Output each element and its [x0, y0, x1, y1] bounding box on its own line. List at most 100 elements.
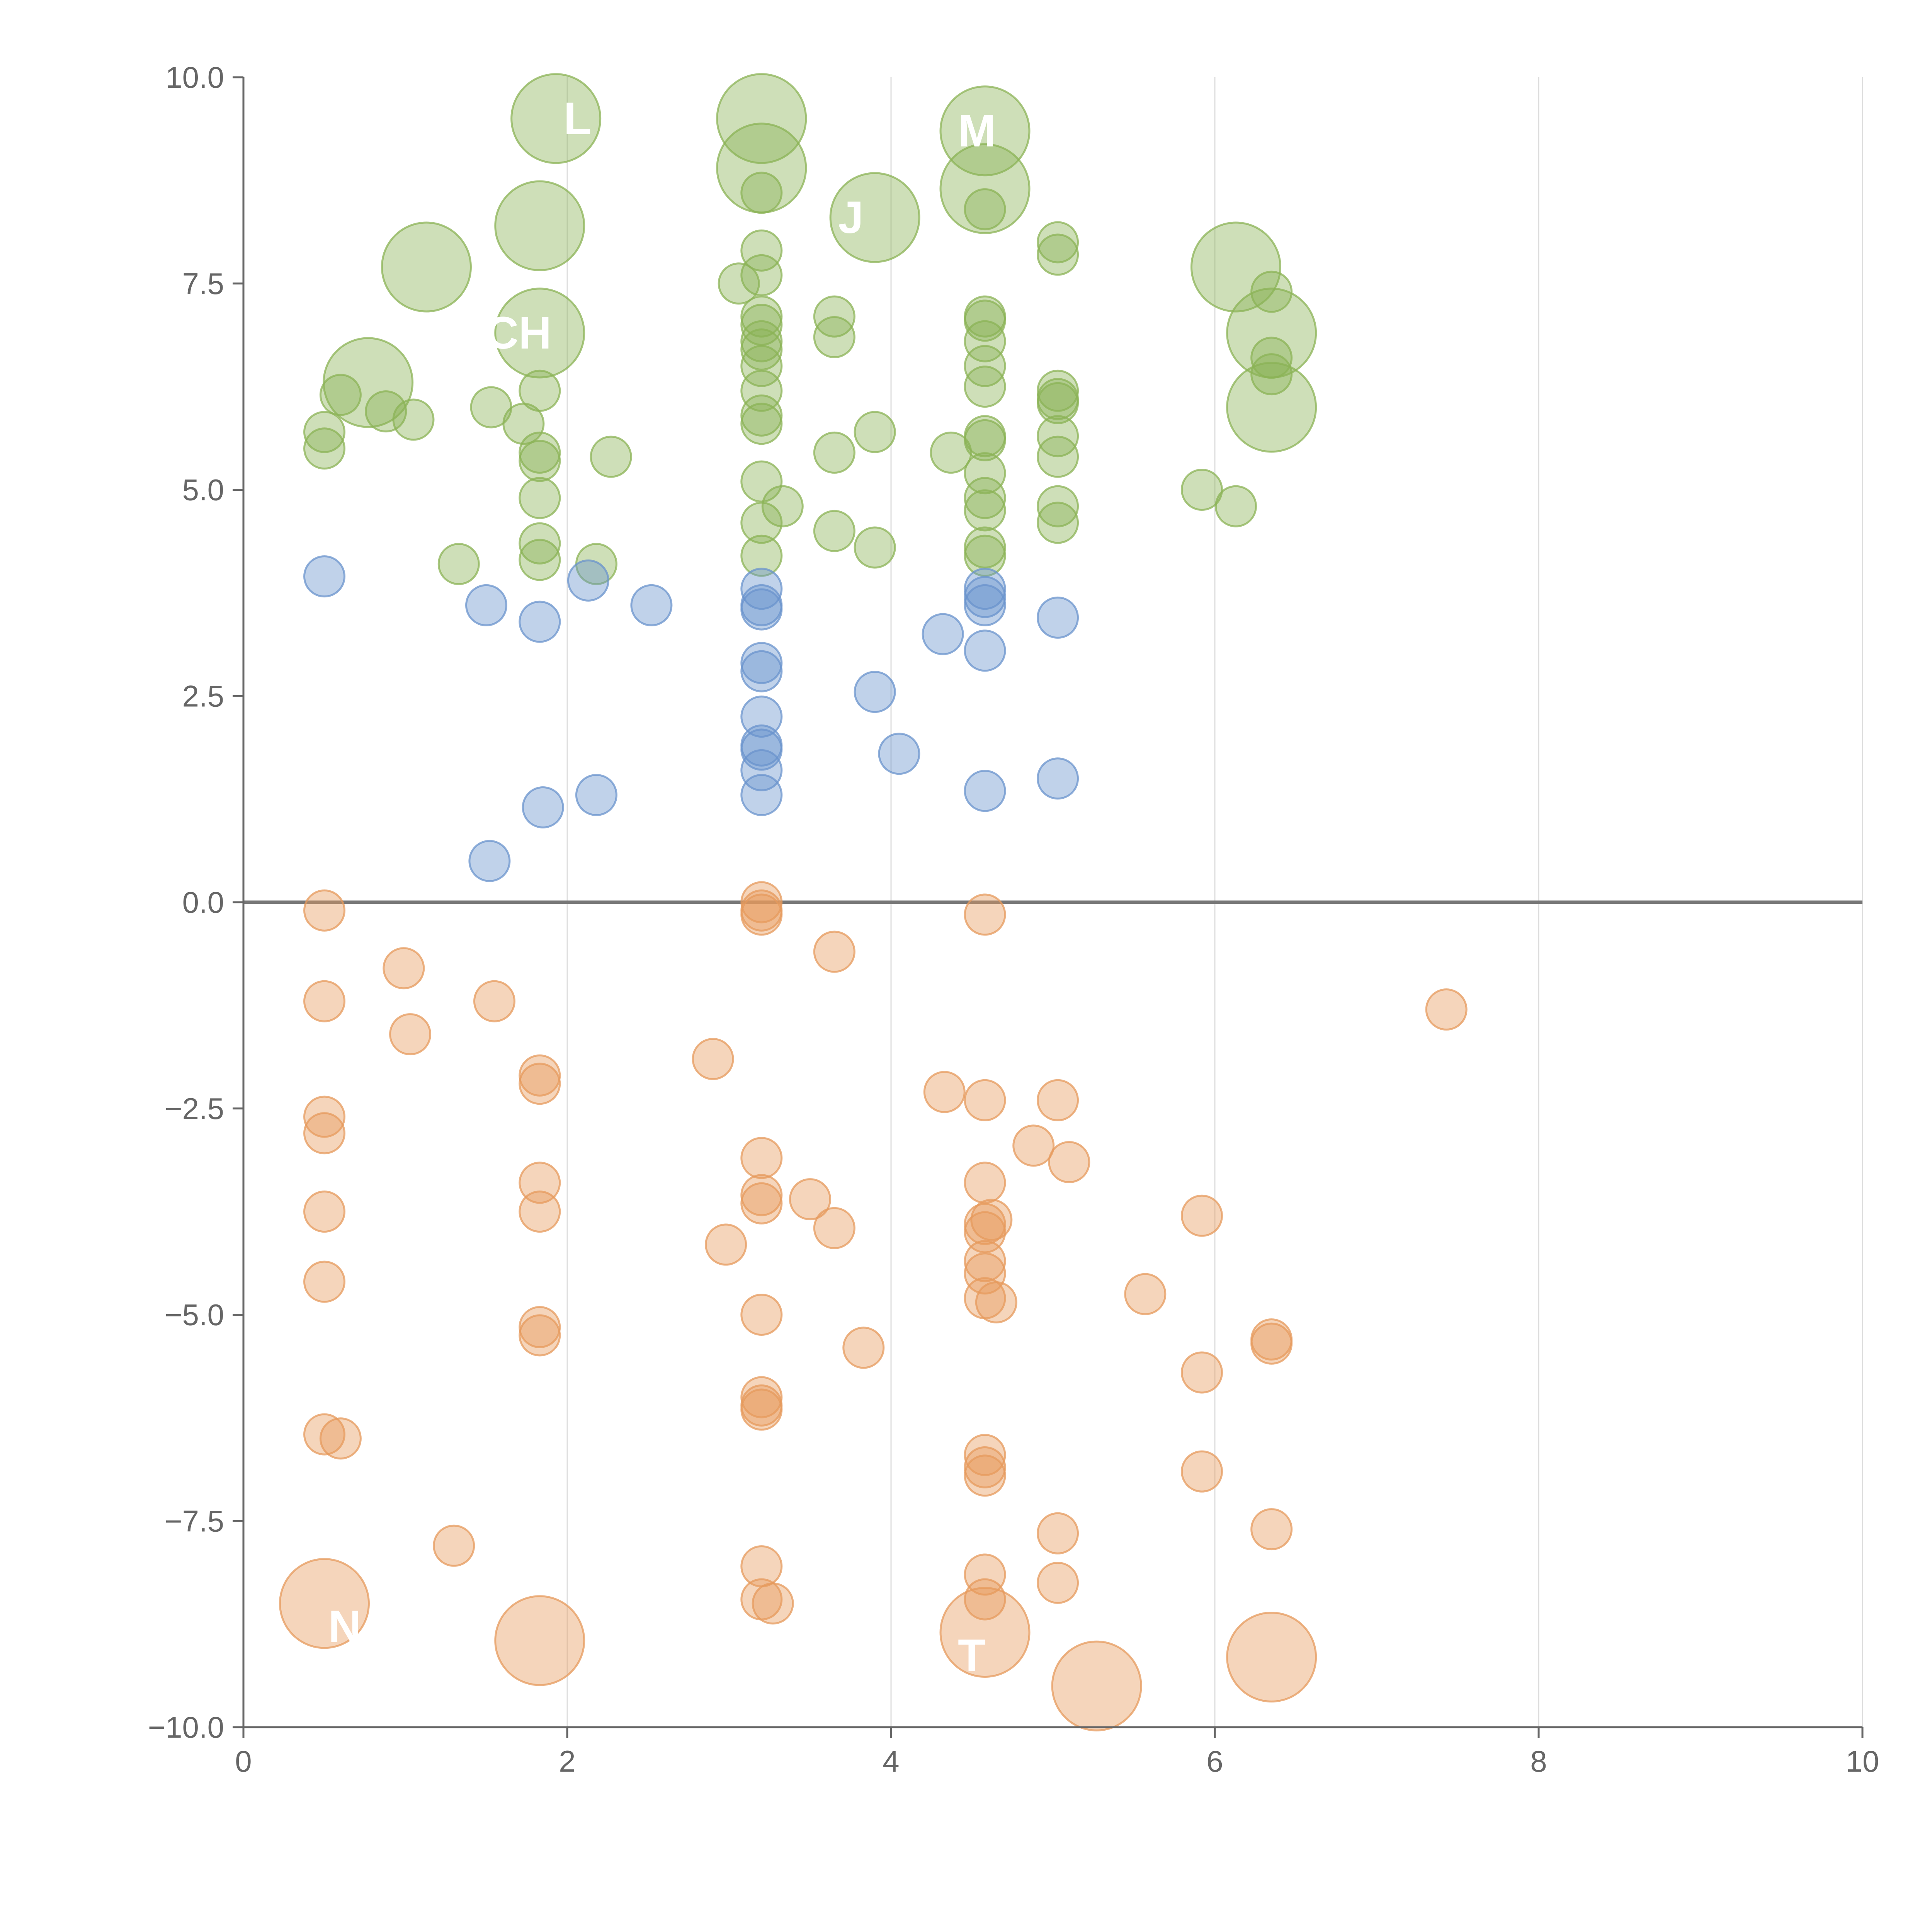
bubble-orange	[923, 1071, 966, 1113]
bubble-green	[740, 369, 783, 412]
bubble-orange	[389, 1013, 432, 1056]
bubble-green	[854, 411, 896, 453]
bubble-orange	[1037, 1079, 1079, 1121]
bubble-green	[964, 320, 1006, 362]
bubble-green	[930, 431, 972, 474]
bubble-blue	[740, 650, 783, 692]
bubble-orange	[1012, 1124, 1055, 1167]
bubble-blue	[922, 613, 964, 655]
bubble-blue	[1037, 596, 1079, 639]
bubble-orange	[964, 1553, 1006, 1596]
bubble-green	[590, 435, 632, 478]
bubble-green	[437, 543, 480, 585]
bubble-blue	[964, 770, 1006, 812]
bubble-orange	[1051, 1640, 1142, 1731]
y-tick-label: −5.0	[165, 1298, 224, 1332]
bubble-green	[470, 386, 512, 429]
bubble-orange	[383, 947, 425, 990]
bubble-green	[813, 316, 855, 359]
bubble-orange	[975, 1281, 1017, 1323]
bubble-green	[365, 390, 407, 433]
bubble-orange	[964, 1162, 1006, 1204]
bubble-orange	[842, 1327, 885, 1369]
bubble-blue	[575, 774, 617, 816]
bubble-green	[1250, 353, 1293, 396]
bubble-green	[829, 172, 920, 263]
y-tick-label: −2.5	[165, 1092, 224, 1126]
bubble-orange	[1048, 1141, 1090, 1184]
bubble-blue	[740, 696, 783, 738]
bubble-orange	[1180, 1450, 1223, 1493]
bubble-green	[813, 431, 855, 474]
bubble-green	[1037, 221, 1079, 264]
bubble-orange	[279, 1558, 370, 1649]
bubble-green	[939, 85, 1031, 177]
y-tick-label: −10.0	[148, 1710, 224, 1744]
bubble-orange	[752, 1582, 794, 1625]
x-tick-label: 4	[883, 1744, 899, 1778]
annotation-label: CH	[486, 308, 551, 359]
bubble-green	[510, 73, 602, 164]
y-tick-label: 0.0	[182, 885, 224, 919]
bubble-orange	[964, 1240, 1006, 1282]
bubble-orange	[303, 1095, 345, 1138]
bubble-green	[740, 345, 783, 387]
annotation-labels: L M J CH N T	[328, 93, 996, 1681]
bubble-blue	[465, 584, 507, 626]
bubble-orange	[964, 1079, 1006, 1121]
x-tick-label: 8	[1530, 1744, 1547, 1778]
bubble-green	[964, 534, 1006, 577]
bubble-blue	[303, 555, 345, 598]
bubble-green	[519, 477, 561, 519]
annotation-label: N	[328, 1601, 361, 1652]
bubble-green	[813, 510, 855, 552]
bubble-blue	[1037, 757, 1079, 800]
bubble-blue	[964, 629, 1006, 672]
bubble-orange	[964, 1578, 1006, 1621]
bubble-green	[761, 485, 804, 527]
bubble-green	[964, 188, 1006, 231]
bubble-orange	[964, 893, 1006, 936]
bubble-orange	[473, 980, 515, 1022]
bubble-green	[740, 254, 783, 296]
bubble-orange	[303, 1260, 345, 1303]
bubble-orange	[939, 1587, 1031, 1678]
bubble-orange	[740, 893, 783, 936]
bubble-green	[1037, 502, 1079, 544]
bubble-green	[1250, 337, 1293, 379]
bubble-green	[303, 411, 345, 453]
x-tick-label: 2	[559, 1744, 575, 1778]
bubble-orange	[1037, 1561, 1079, 1604]
bubble-green	[740, 172, 783, 214]
bubble-orange	[1037, 1512, 1079, 1554]
bubble-orange	[1180, 1194, 1223, 1237]
bubble-blue	[519, 600, 561, 643]
bubble-green	[1180, 469, 1223, 511]
bubble-blue	[854, 671, 896, 713]
annotation-label: T	[958, 1630, 986, 1681]
bubbles	[279, 73, 1468, 1731]
bubble-orange	[1124, 1273, 1167, 1315]
bubble-orange	[813, 930, 855, 973]
y-tick-label: 5.0	[182, 473, 224, 507]
bubble-blue	[468, 840, 511, 882]
bubble-green	[718, 262, 760, 305]
bubble-orange	[519, 1162, 561, 1204]
bubble-orange	[1425, 988, 1468, 1031]
bubble-orange	[964, 1252, 1006, 1295]
y-tick-label: 2.5	[182, 679, 224, 713]
bubble-orange	[433, 1524, 475, 1567]
bubble-orange	[303, 980, 345, 1022]
bubble-orange	[692, 1038, 734, 1080]
bubble-orange	[519, 1063, 561, 1105]
bubble-orange	[303, 889, 345, 932]
bubble-orange	[519, 1190, 561, 1233]
bubble-green	[1037, 435, 1079, 478]
x-tick-label: 10	[1846, 1744, 1879, 1778]
bubble-green	[964, 452, 1006, 495]
bubble-blue	[740, 749, 783, 791]
bubble-green	[740, 460, 783, 503]
bubble-blue	[740, 774, 783, 816]
bubble-green	[964, 477, 1006, 519]
